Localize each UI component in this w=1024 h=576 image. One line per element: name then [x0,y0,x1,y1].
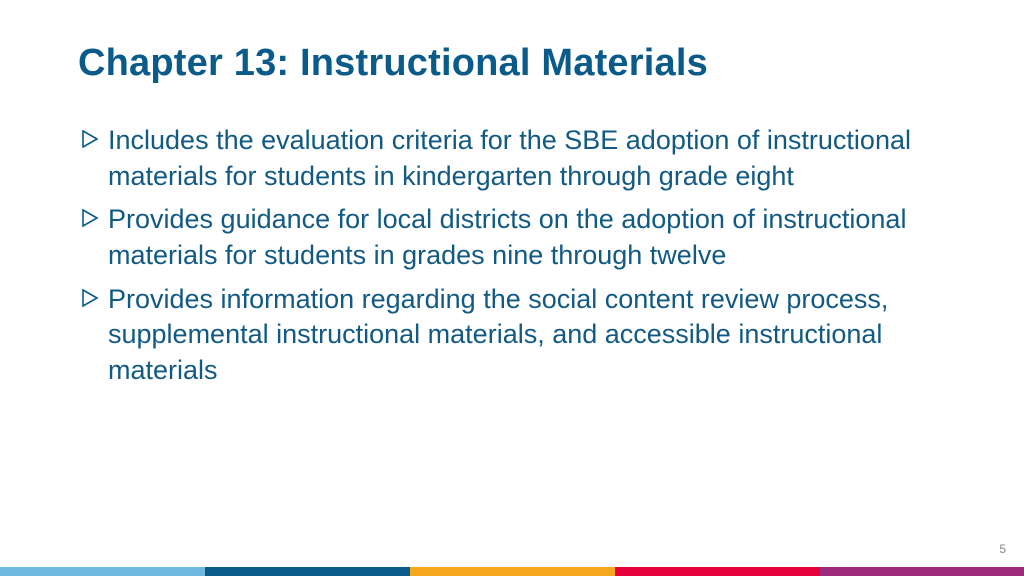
bar-segment [615,567,820,576]
list-item: Provides guidance for local districts on… [82,202,946,273]
slide: Chapter 13: Instructional Materials Incl… [0,0,1024,576]
slide-title: Chapter 13: Instructional Materials [78,42,946,85]
list-item: Provides information regarding the socia… [82,282,946,389]
triangle-icon [82,202,108,227]
triangle-icon [82,123,108,148]
list-item: Includes the evaluation criteria for the… [82,123,946,194]
bar-segment [205,567,410,576]
bar-segment [410,567,615,576]
bar-segment [820,567,1024,576]
page-number: 5 [999,542,1006,556]
footer-color-bar [0,567,1024,576]
triangle-icon [82,282,108,307]
bullet-text: Provides guidance for local districts on… [108,202,928,273]
bullet-text: Includes the evaluation criteria for the… [108,123,928,194]
bullet-text: Provides information regarding the socia… [108,282,928,389]
bullet-list: Includes the evaluation criteria for the… [78,123,946,388]
bar-segment [0,567,205,576]
